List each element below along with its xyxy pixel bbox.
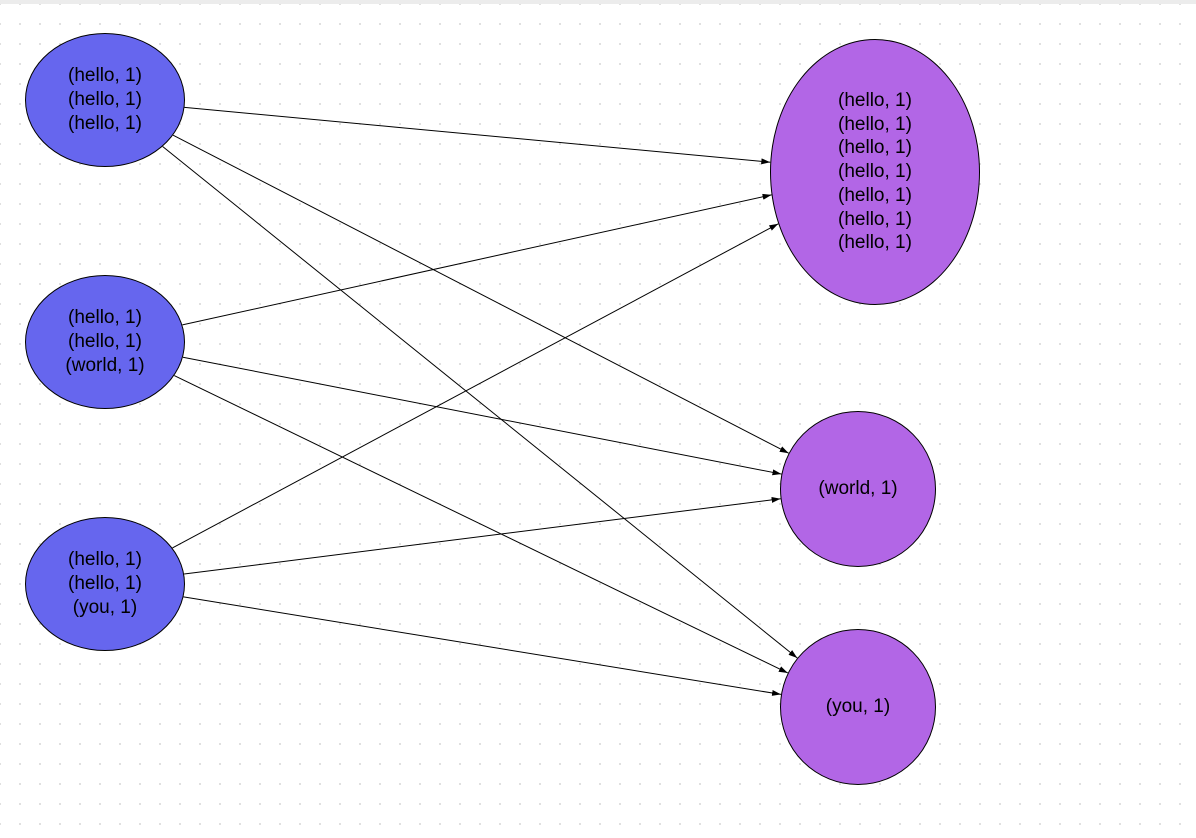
node-L1: (hello, 1)(hello, 1)(hello, 1) <box>25 33 185 167</box>
node-L3: (hello, 1)(hello, 1)(you, 1) <box>25 517 185 651</box>
node-R1-line: (hello, 1) <box>838 136 912 160</box>
node-L2-line: (hello, 1) <box>68 330 142 354</box>
node-L1-line: (hello, 1) <box>68 88 142 112</box>
edge-L1-R3 <box>163 146 798 658</box>
node-L2-line: (world, 1) <box>65 354 144 378</box>
edge-L1-R1 <box>185 107 771 162</box>
edge-L2-R2 <box>183 357 782 474</box>
node-L3-line: (hello, 1) <box>68 572 142 596</box>
node-R3-line: (you, 1) <box>826 695 890 719</box>
diagram-canvas: (hello, 1)(hello, 1)(hello, 1)(hello, 1)… <box>0 0 1196 838</box>
edge-L3-R3 <box>184 597 781 695</box>
node-L2-line: (hello, 1) <box>68 306 142 330</box>
node-L1-line: (hello, 1) <box>68 64 142 88</box>
node-L3-line: (hello, 1) <box>68 548 142 572</box>
node-R1-line: (hello, 1) <box>838 89 912 113</box>
node-R1-line: (hello, 1) <box>838 231 912 255</box>
edge-L2-R3 <box>174 376 788 673</box>
node-R1-line: (hello, 1) <box>838 208 912 232</box>
node-L2: (hello, 1)(hello, 1)(world, 1) <box>25 275 185 409</box>
node-R1-line: (hello, 1) <box>838 160 912 184</box>
node-R1-line: (hello, 1) <box>838 184 912 208</box>
edge-L1-R2 <box>173 135 789 453</box>
node-R1-line: (hello, 1) <box>838 113 912 137</box>
edge-L2-R1 <box>182 195 771 325</box>
edges-layer <box>0 0 1196 838</box>
node-L1-line: (hello, 1) <box>68 112 142 136</box>
node-R3: (you, 1) <box>780 629 936 785</box>
edge-L3-R2 <box>184 499 781 574</box>
edge-L3-R1 <box>172 224 778 548</box>
node-L3-line: (you, 1) <box>73 596 137 620</box>
node-R2: (world, 1) <box>780 411 936 567</box>
node-R1: (hello, 1)(hello, 1)(hello, 1)(hello, 1)… <box>770 39 980 305</box>
node-R2-line: (world, 1) <box>818 477 897 501</box>
